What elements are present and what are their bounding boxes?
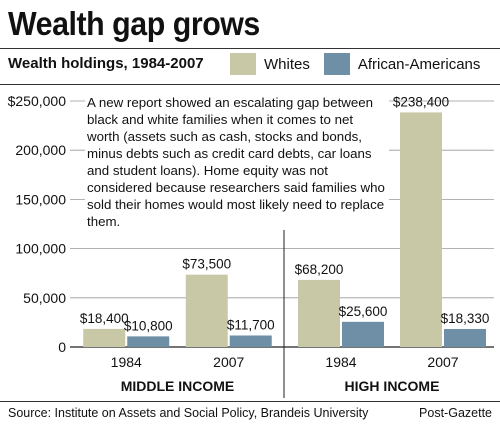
bar-value-label: $11,700 xyxy=(227,317,275,332)
bar xyxy=(298,279,340,347)
legend: Whites African-Americans xyxy=(230,52,494,76)
legend-rule xyxy=(0,84,500,85)
x-tick-label: 1984 xyxy=(111,354,142,370)
bar-value-label: $73,500 xyxy=(182,257,231,272)
group-label: MIDDLE INCOME xyxy=(121,378,235,394)
bar-value-label: $18,330 xyxy=(441,311,490,326)
y-tick-label: 200,000 xyxy=(15,142,66,158)
credit-note: Post-Gazette xyxy=(419,406,492,420)
legend-swatch-african-americans xyxy=(323,53,350,75)
legend-swatch-whites xyxy=(230,53,256,75)
group-label: HIGH INCOME xyxy=(345,378,440,394)
bar-value-label: $10,800 xyxy=(124,318,173,333)
x-tick-label: 1984 xyxy=(325,354,356,370)
y-tick-label: 100,000 xyxy=(15,241,66,257)
x-tick-label: 2007 xyxy=(427,354,458,370)
chart-subtitle: Wealth holdings, 1984-2007 xyxy=(8,55,204,72)
bar xyxy=(444,328,486,347)
bar xyxy=(83,328,126,347)
y-tick-label: 50,000 xyxy=(23,290,66,306)
header-rule xyxy=(0,48,500,49)
bar xyxy=(127,336,170,347)
x-tick-label: 2007 xyxy=(213,354,244,370)
bar-value-label: $68,200 xyxy=(295,262,344,277)
chart-title: Wealth gap grows xyxy=(8,5,260,42)
bar xyxy=(400,112,442,347)
y-tick-label: 0 xyxy=(58,339,66,355)
source-note: Source: Institute on Assets and Social P… xyxy=(8,406,369,420)
bar-value-label: $18,400 xyxy=(80,311,129,326)
footer-rule xyxy=(0,401,500,402)
bar-value-label: $238,400 xyxy=(393,94,449,109)
legend-label-african-americans: African-Americans xyxy=(357,55,481,73)
y-tick-label: 150,000 xyxy=(15,191,66,207)
chart-annotation: A new report showed an escalating gap be… xyxy=(85,94,389,230)
bar xyxy=(185,274,228,347)
legend-label-whites: Whites xyxy=(264,55,310,73)
bar xyxy=(342,321,384,347)
bar xyxy=(229,335,272,347)
bar-value-label: $25,600 xyxy=(339,304,388,319)
y-tick-label: $250,000 xyxy=(8,93,67,109)
